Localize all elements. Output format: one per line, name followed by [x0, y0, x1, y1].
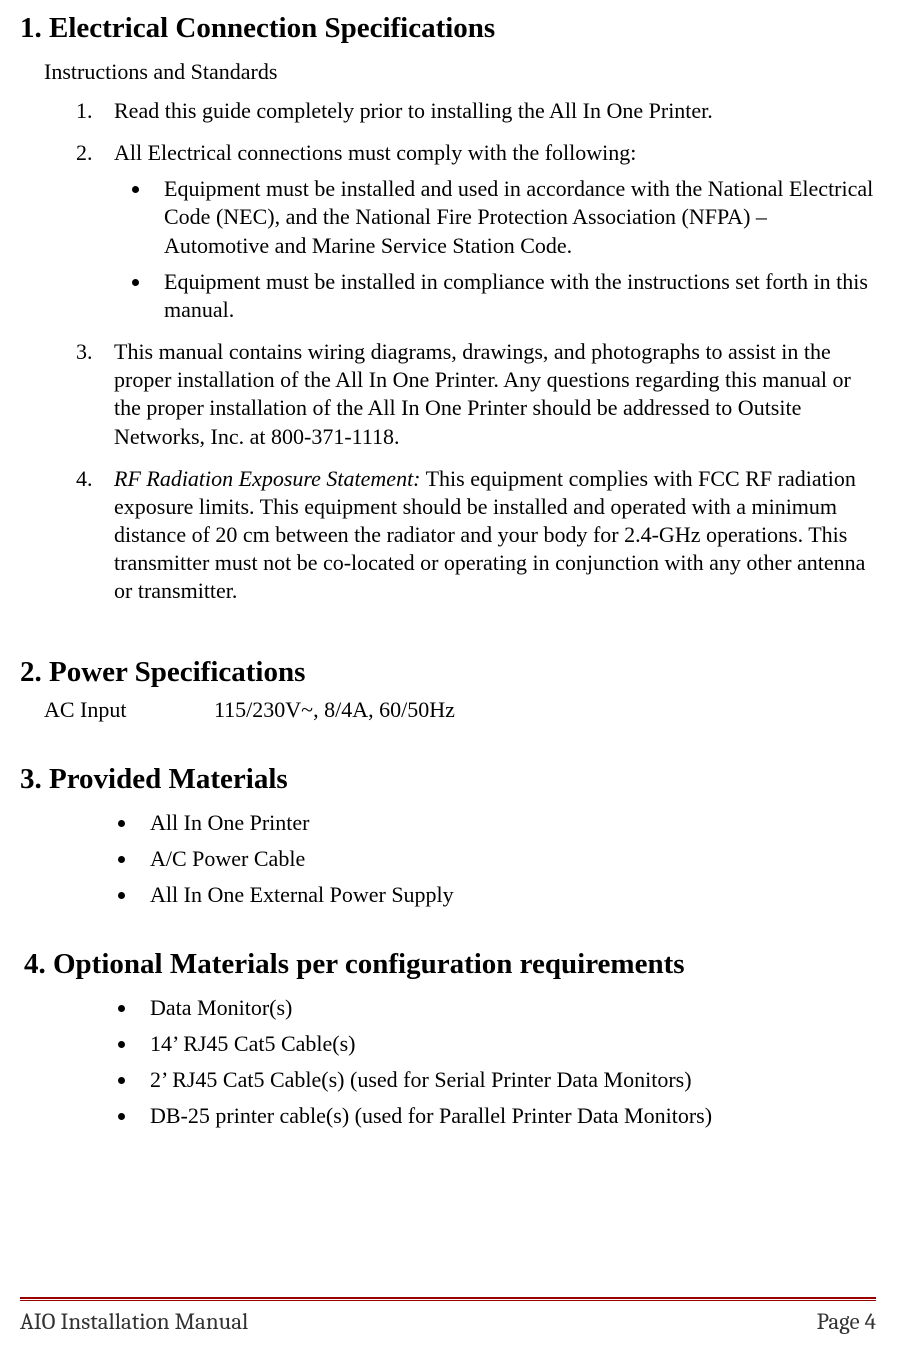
list-item: Data Monitor(s): [138, 995, 876, 1021]
optional-materials-list: Data Monitor(s) 14’ RJ45 Cat5 Cable(s) 2…: [138, 995, 876, 1129]
rf-statement-label: RF Radiation Exposure Statement:: [114, 466, 421, 491]
list-item: All In One Printer: [138, 810, 876, 836]
page-footer: AIO Installation Manual Page 4: [20, 1308, 876, 1335]
footer-page-number: Page 4: [817, 1308, 876, 1335]
list-item: Equipment must be installed and used in …: [152, 175, 876, 259]
list-item: 14’ RJ45 Cat5 Cable(s): [138, 1031, 876, 1057]
section-2-heading: 2. Power Specifications: [20, 656, 876, 689]
section-1-list: Read this guide completely prior to inst…: [98, 97, 876, 606]
section-1-subtitle: Instructions and Standards: [44, 59, 876, 85]
list-item: All Electrical connections must comply w…: [98, 139, 876, 324]
list-item: RF Radiation Exposure Statement: This eq…: [98, 465, 876, 606]
section-3-heading: 3. Provided Materials: [20, 763, 876, 796]
section-4-heading: 4. Optional Materials per configuration …: [20, 948, 876, 981]
provided-materials-list: All In One Printer A/C Power Cable All I…: [138, 810, 876, 908]
footer-divider: [20, 1297, 876, 1301]
list-item: This manual contains wiring diagrams, dr…: [98, 338, 876, 451]
spec-label: AC Input: [44, 697, 214, 723]
nested-bullets: Equipment must be installed and used in …: [152, 175, 876, 324]
section-1-heading: 1. Electrical Connection Specifications: [20, 12, 876, 45]
list-item: Read this guide completely prior to inst…: [98, 97, 876, 125]
list-item: A/C Power Cable: [138, 846, 876, 872]
list-item: All In One External Power Supply: [138, 882, 876, 908]
spec-value: 115/230V~, 8/4A, 60/50Hz: [214, 697, 455, 722]
list-item-text: All Electrical connections must comply w…: [114, 140, 636, 165]
list-item: 2’ RJ45 Cat5 Cable(s) (used for Serial P…: [138, 1067, 876, 1093]
list-item: DB-25 printer cable(s) (used for Paralle…: [138, 1103, 876, 1129]
list-item: Equipment must be installed in complianc…: [152, 268, 876, 324]
page-content: 1. Electrical Connection Specifications …: [20, 12, 876, 1129]
footer-title: AIO Installation Manual: [20, 1308, 248, 1335]
power-spec-line: AC Input115/230V~, 8/4A, 60/50Hz: [44, 697, 876, 723]
